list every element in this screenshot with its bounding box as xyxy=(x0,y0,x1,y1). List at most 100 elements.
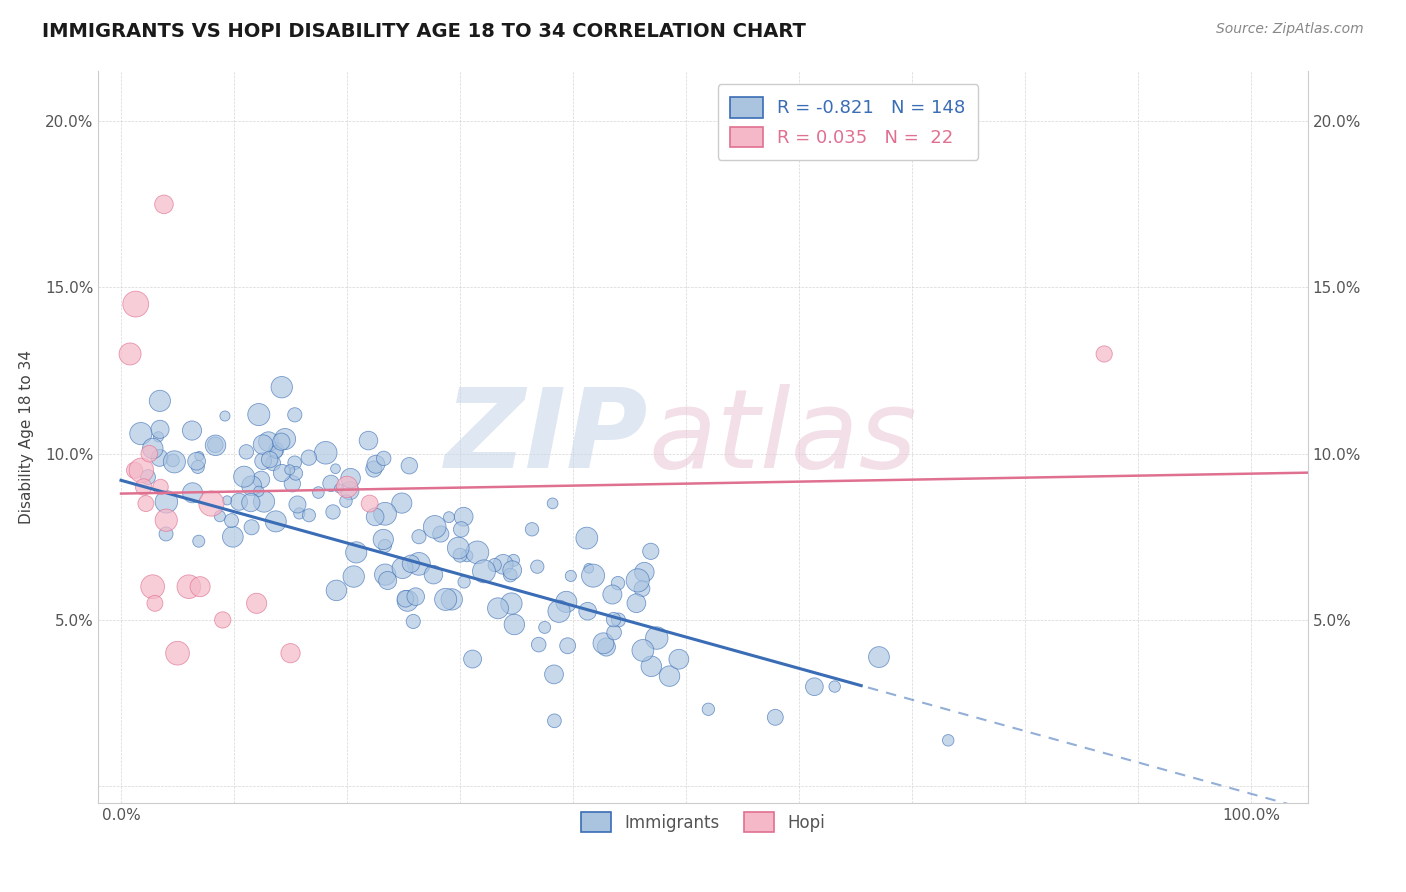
Point xyxy=(582,568,605,582)
Point xyxy=(262,456,284,470)
Point xyxy=(391,496,413,510)
Point xyxy=(486,601,509,615)
Point xyxy=(627,574,650,588)
Point xyxy=(250,473,273,487)
Point xyxy=(124,463,146,477)
Point xyxy=(364,457,387,471)
Point xyxy=(408,530,430,544)
Point xyxy=(603,625,626,640)
Point xyxy=(607,576,630,591)
Point xyxy=(396,594,419,608)
Point xyxy=(543,714,565,728)
Point xyxy=(284,467,307,481)
Point xyxy=(264,442,287,457)
Point xyxy=(135,497,157,511)
Point xyxy=(373,533,395,547)
Text: Source: ZipAtlas.com: Source: ZipAtlas.com xyxy=(1216,22,1364,37)
Point xyxy=(374,567,396,582)
Point xyxy=(359,497,381,511)
Point xyxy=(233,469,256,483)
Point xyxy=(595,640,617,654)
Point xyxy=(465,545,488,559)
Point xyxy=(163,455,186,469)
Point xyxy=(270,434,292,449)
Point xyxy=(181,424,204,438)
Point xyxy=(257,434,280,449)
Point xyxy=(936,733,959,747)
Point xyxy=(181,485,204,500)
Point xyxy=(501,563,523,577)
Text: atlas: atlas xyxy=(648,384,917,491)
Point xyxy=(658,669,681,683)
Point xyxy=(548,604,571,618)
Point xyxy=(399,557,422,571)
Point xyxy=(405,590,427,604)
Point xyxy=(461,652,484,666)
Point xyxy=(328,482,350,496)
Point xyxy=(607,613,630,627)
Point xyxy=(763,710,786,724)
Point xyxy=(298,508,321,523)
Point xyxy=(125,297,148,311)
Point xyxy=(252,437,274,451)
Point xyxy=(217,493,239,508)
Point xyxy=(527,638,550,652)
Point xyxy=(503,617,526,632)
Point xyxy=(288,507,311,521)
Point xyxy=(526,559,548,574)
Point xyxy=(235,445,257,459)
Point xyxy=(645,631,668,645)
Point xyxy=(214,409,236,423)
Point xyxy=(374,507,396,521)
Point xyxy=(281,476,304,491)
Point xyxy=(430,527,453,541)
Point xyxy=(803,680,825,694)
Point xyxy=(325,583,347,598)
Point xyxy=(240,520,263,534)
Point xyxy=(697,702,720,716)
Point xyxy=(502,553,524,567)
Point xyxy=(155,495,177,509)
Point xyxy=(640,544,662,558)
Point xyxy=(322,505,344,519)
Point xyxy=(325,461,347,475)
Point xyxy=(484,558,506,572)
Point xyxy=(208,509,231,524)
Point xyxy=(148,430,170,444)
Point xyxy=(136,470,159,484)
Point xyxy=(631,582,654,596)
Point xyxy=(319,476,342,491)
Text: ZIP: ZIP xyxy=(446,384,648,491)
Point xyxy=(541,496,564,510)
Point xyxy=(440,592,463,607)
Point xyxy=(264,445,287,459)
Point xyxy=(153,197,176,211)
Point xyxy=(270,380,292,394)
Point xyxy=(278,463,301,477)
Point xyxy=(246,596,269,610)
Point xyxy=(336,480,359,494)
Point xyxy=(339,471,361,485)
Point xyxy=(177,580,200,594)
Point xyxy=(131,463,153,477)
Point xyxy=(447,541,470,555)
Point xyxy=(247,408,270,422)
Point xyxy=(343,569,366,583)
Point xyxy=(456,549,478,563)
Point xyxy=(307,485,329,500)
Point xyxy=(633,565,655,579)
Point xyxy=(578,561,600,575)
Point xyxy=(204,438,226,452)
Point xyxy=(287,498,309,512)
Point xyxy=(557,639,579,653)
Point xyxy=(472,564,495,578)
Point xyxy=(162,453,184,467)
Point xyxy=(129,426,152,441)
Point xyxy=(228,495,250,509)
Y-axis label: Disability Age 18 to 34: Disability Age 18 to 34 xyxy=(20,350,34,524)
Point xyxy=(640,659,662,673)
Point xyxy=(374,539,396,553)
Point xyxy=(187,459,209,474)
Point xyxy=(434,592,457,607)
Point xyxy=(423,520,446,534)
